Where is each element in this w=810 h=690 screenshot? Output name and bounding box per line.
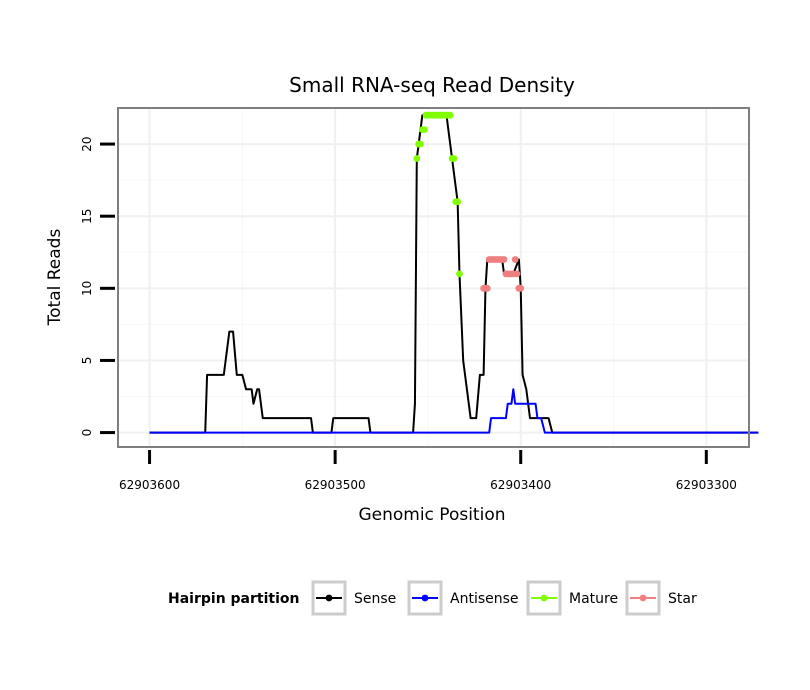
- point-mature: [450, 155, 458, 162]
- x-tick-label: 62903400: [490, 478, 551, 492]
- legend-key-point: [421, 594, 429, 602]
- series-line-antisense: [149, 388, 759, 434]
- point-mature: [446, 111, 454, 119]
- series: [149, 114, 759, 434]
- point-mature: [413, 155, 421, 162]
- point-star: [500, 256, 508, 263]
- x-axis-label: Genomic Position: [358, 505, 505, 525]
- x-axis: 62903600 62903500 62903400 62903300: [119, 450, 737, 492]
- legend-label: Antisense: [450, 591, 519, 607]
- point-star: [517, 284, 525, 292]
- y-axis: 0 5 10 15 20: [80, 136, 115, 436]
- legend-label: Sense: [354, 591, 396, 607]
- y-tick-label: 5: [80, 357, 94, 365]
- point-star: [511, 256, 519, 263]
- y-tick-label: 0: [80, 429, 94, 437]
- legend-label: Mature: [569, 591, 618, 607]
- legend-title: Hairpin partition: [168, 591, 299, 607]
- y-tick-label: 15: [80, 209, 94, 224]
- y-axis-label: Total Reads: [45, 229, 65, 327]
- y-tick-label: 20: [80, 136, 94, 151]
- y-tick-label: 10: [80, 281, 94, 296]
- legend-item-mature: Mature: [526, 580, 618, 616]
- legend-item-antisense: Antisense: [407, 580, 519, 616]
- point-mature: [420, 126, 428, 134]
- chart-title: Small RNA-seq Read Density: [289, 73, 575, 97]
- grid: [118, 108, 749, 447]
- legend: Hairpin partition Sense Antisense Mature St…: [168, 580, 697, 616]
- plot-border: [117, 107, 750, 448]
- point-mature: [454, 198, 462, 206]
- point-star: [483, 284, 491, 292]
- legend-item-star: Star: [625, 580, 697, 616]
- legend-label: Star: [668, 591, 697, 607]
- x-tick-label: 62903300: [676, 478, 737, 492]
- x-tick-label: 62903600: [119, 478, 180, 492]
- points: [413, 111, 525, 292]
- x-tick-label: 62903500: [305, 478, 366, 492]
- legend-key-point: [325, 594, 333, 602]
- point-star: [513, 270, 521, 278]
- legend-item-sense: Sense: [311, 580, 396, 616]
- legend-key-point: [540, 594, 548, 602]
- legend-key-point: [639, 594, 647, 602]
- point-mature: [417, 140, 424, 148]
- point-mature: [456, 270, 463, 278]
